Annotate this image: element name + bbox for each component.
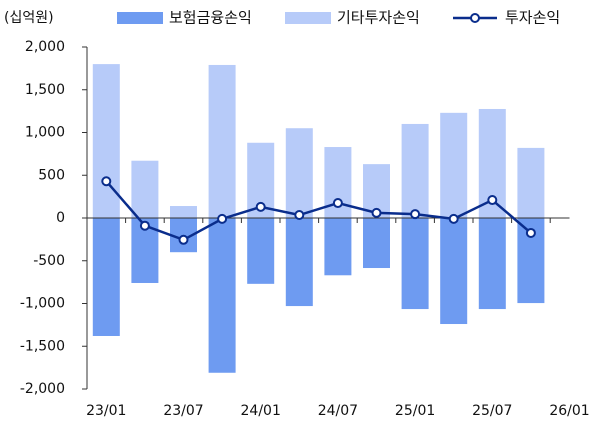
marker — [294, 210, 305, 221]
marker — [255, 201, 266, 212]
legend-swatch — [470, 13, 480, 23]
x-tick-label: 23/01 — [86, 403, 126, 419]
bar — [92, 218, 120, 336]
marker — [139, 220, 150, 231]
x-tick-label: 25/07 — [472, 403, 512, 419]
y-unit-label: (십억원) — [4, 10, 54, 26]
x-tick-label: 26/01 — [549, 403, 589, 419]
y-tick-label: -2,000 — [20, 381, 65, 397]
y-tick-label: 500 — [38, 167, 65, 183]
marker — [487, 195, 498, 206]
bar — [208, 64, 236, 218]
y-tick-label: 1,500 — [25, 82, 65, 98]
bar — [131, 160, 159, 218]
bar — [478, 218, 506, 310]
legend-label: 투자손익 — [505, 9, 560, 27]
y-tick-label: -1,000 — [20, 296, 65, 312]
legend-swatch — [117, 12, 163, 24]
bar — [208, 218, 236, 373]
bar — [285, 218, 313, 307]
y-tick-label: 2,000 — [25, 39, 65, 55]
y-tick-label: 0 — [56, 210, 65, 226]
bar — [440, 112, 468, 218]
bar — [247, 218, 275, 284]
bar — [517, 147, 545, 218]
bar — [285, 128, 313, 218]
marker — [448, 213, 459, 224]
marker — [178, 234, 189, 245]
marker — [371, 207, 382, 218]
y-tick-label: -1,500 — [20, 338, 65, 354]
marker — [410, 209, 421, 220]
marker — [525, 227, 536, 238]
bar — [363, 218, 390, 269]
legend-label: 기타투자손익 — [337, 9, 420, 27]
legend-swatch — [285, 12, 331, 24]
line — [105, 180, 532, 242]
bar — [401, 123, 429, 218]
x-tick-label: 24/07 — [318, 403, 358, 419]
bar — [324, 218, 352, 276]
bar — [401, 218, 429, 310]
marker — [217, 213, 228, 224]
bar — [170, 206, 197, 218]
legend-label: 보험금융손익 — [169, 9, 252, 27]
bar — [440, 218, 468, 325]
y-tick-label: 1,000 — [25, 125, 65, 141]
x-tick-label: 23/07 — [163, 403, 203, 419]
x-tick-label: 24/01 — [241, 403, 281, 419]
y-tick-label: -500 — [33, 253, 65, 269]
bar — [92, 64, 120, 218]
x-tick-label: 25/01 — [395, 403, 435, 419]
marker — [332, 198, 343, 209]
marker — [101, 176, 112, 187]
